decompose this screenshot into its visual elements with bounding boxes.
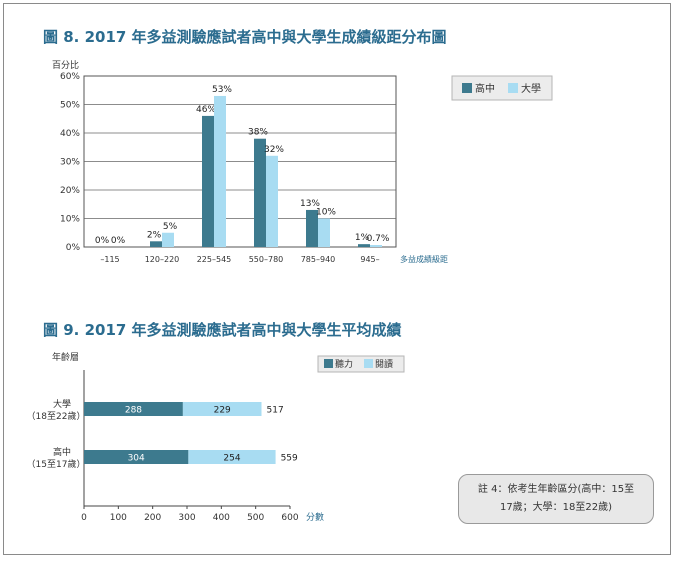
data-label: 5% xyxy=(163,222,178,232)
category-label: 高中 xyxy=(53,446,71,458)
bar-university xyxy=(370,245,382,247)
y-tick-label: 0% xyxy=(66,243,81,253)
x-tick-label: 785–940 xyxy=(301,255,336,264)
x-tick-label: 550–780 xyxy=(249,255,284,264)
legend-swatch xyxy=(324,359,333,368)
data-label: 2% xyxy=(147,230,162,240)
data-label: 32% xyxy=(264,145,284,155)
bar-university xyxy=(318,218,330,247)
x-tick-label: 500 xyxy=(247,513,264,523)
age-note: 註 4：依考生年齡區分(高中：15至 17歲；大學：18至22歲) xyxy=(458,474,654,524)
x-tick-label: 600 xyxy=(281,513,298,523)
legend-box xyxy=(317,355,405,373)
y-tick-label: 50% xyxy=(60,101,80,111)
segment-label: 304 xyxy=(128,454,145,464)
legend-swatch xyxy=(364,359,373,368)
y-tick-label: 40% xyxy=(60,129,80,139)
y-axis-label: 年齡層 xyxy=(52,351,79,363)
bar-listening xyxy=(84,402,183,416)
note-line-2: 17歲；大學：18至22歲) xyxy=(499,502,613,513)
bar-high-school xyxy=(306,209,318,247)
x-axis-label: 多益成績級距 xyxy=(400,254,448,264)
bar-high-school xyxy=(202,115,214,248)
legend-swatch xyxy=(508,83,518,93)
bar-high-school xyxy=(254,138,266,247)
legend-label: 閱讀 xyxy=(375,358,393,370)
x-tick-label: 200 xyxy=(144,513,161,523)
bar-university xyxy=(266,155,278,247)
bar-reading xyxy=(188,450,276,464)
data-label: 1% xyxy=(355,233,370,243)
category-label: 大學 xyxy=(53,398,71,410)
x-tick-label: 225–545 xyxy=(197,255,232,264)
data-label: 13% xyxy=(300,199,320,209)
y-tick-label: 60% xyxy=(60,72,80,82)
segment-label: 288 xyxy=(125,406,142,416)
y-axis-label: 百分比 xyxy=(52,59,79,71)
legend-label: 高中 xyxy=(475,82,495,95)
y-tick-label: 30% xyxy=(60,158,80,168)
data-label: 10% xyxy=(316,208,336,218)
x-tick-label: 100 xyxy=(110,513,127,523)
y-tick-label: 20% xyxy=(60,186,80,196)
figure-8-title: 圖 8. 2017 年多益測驗應試者高中與大學生成績級距分布圖 xyxy=(43,28,447,46)
data-label: 0% xyxy=(95,236,110,246)
bar-listening xyxy=(84,450,189,464)
x-axis-label: 分數 xyxy=(306,511,324,523)
data-label: 53% xyxy=(212,85,232,95)
category-sublabel: （18至22歲） xyxy=(27,410,86,422)
bar-high-school xyxy=(358,244,370,247)
legend-label: 聽力 xyxy=(335,358,353,370)
segment-label: 229 xyxy=(214,406,231,416)
y-tick-label: 10% xyxy=(60,215,80,225)
x-tick-label: 300 xyxy=(178,513,195,523)
total-label: 559 xyxy=(281,454,298,464)
data-label: 38% xyxy=(248,128,268,138)
x-tick-label: –115 xyxy=(100,255,119,264)
x-tick-label: 0 xyxy=(81,513,87,523)
legend-label: 大學 xyxy=(521,82,541,95)
legend-swatch xyxy=(462,83,472,93)
bar-university xyxy=(162,232,174,247)
data-label: 0.7% xyxy=(367,234,390,244)
legend-box xyxy=(451,75,553,101)
x-tick-label: 120–220 xyxy=(145,255,180,264)
data-label: 46% xyxy=(196,105,216,115)
note-line-1: 註 4：依考生年齡區分(高中：15至 xyxy=(477,484,635,495)
bar-university xyxy=(214,95,226,247)
bar-high-school xyxy=(150,241,162,247)
category-sublabel: （15至17歲） xyxy=(27,458,86,470)
segment-label: 254 xyxy=(223,454,240,464)
x-tick-label: 945– xyxy=(360,255,379,264)
total-label: 517 xyxy=(267,406,284,416)
x-tick-label: 400 xyxy=(213,513,230,523)
data-label: 0% xyxy=(111,236,126,246)
figure-9-title: 圖 9. 2017 年多益測驗應試者高中與大學生平均成績 xyxy=(43,321,402,339)
bar-reading xyxy=(182,402,262,416)
